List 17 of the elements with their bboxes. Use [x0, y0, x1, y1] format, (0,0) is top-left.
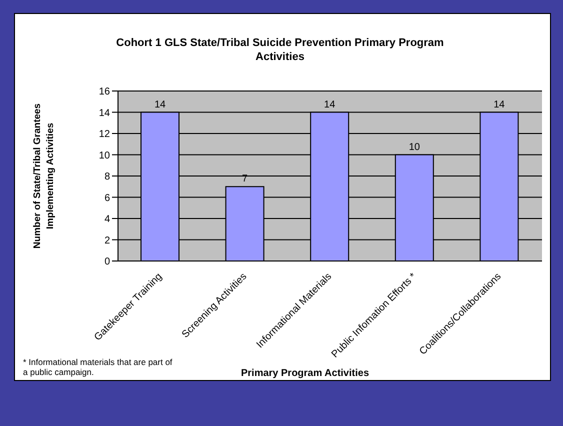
y-tick-label: 14 — [98, 108, 110, 119]
y-tick-label: 12 — [98, 129, 110, 140]
chart-title: Cohort 1 GLS State/Tribal Suicide Prevention Primary Program Activities — [115, 36, 445, 64]
y-tick-label: 10 — [98, 150, 110, 162]
y-tick-label: 4 — [104, 214, 110, 226]
data-label: 10 — [408, 142, 420, 153]
data-label: 14 — [154, 99, 166, 110]
data-label: 14 — [494, 99, 506, 110]
y-tick-label: 16 — [98, 86, 110, 98]
y-tick-label: 8 — [104, 172, 110, 183]
y-tick-label: 2 — [104, 235, 110, 246]
text: * Informational materials that are part of a public campaign. — [23, 357, 173, 377]
x-axis-title: Primary Program Activities — [240, 368, 370, 379]
y-axis-title: Number of State/Tribal Grantees Implementing Activities — [31, 102, 57, 251]
y-tick-label: 6 — [104, 192, 110, 204]
data-label: 14 — [324, 99, 336, 110]
y-tick-label: 0 — [104, 256, 110, 268]
